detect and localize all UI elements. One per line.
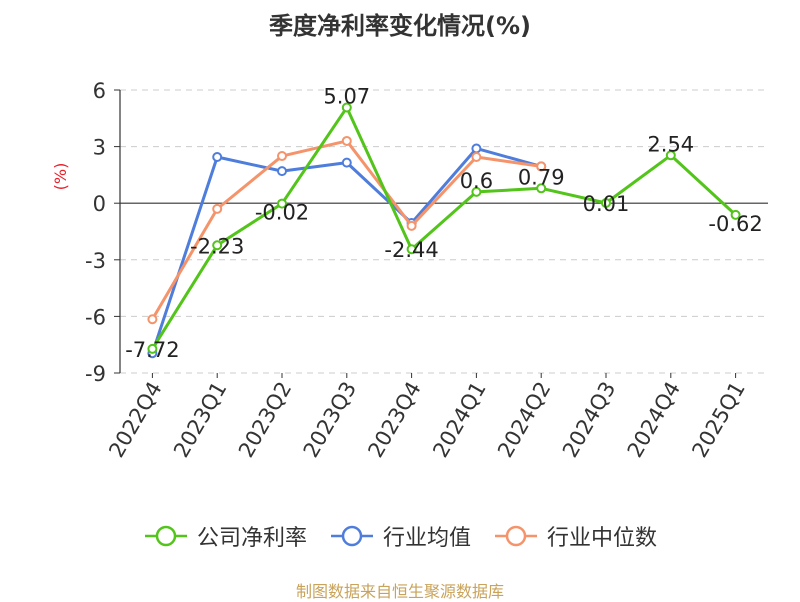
data-label: -0.02 xyxy=(255,201,309,225)
data-label: -2.44 xyxy=(384,238,438,262)
data-label: 0.79 xyxy=(518,165,565,189)
x-tick-label: 2023Q2 xyxy=(234,378,296,462)
y-tick-label: 3 xyxy=(93,136,106,160)
data-label: 2.54 xyxy=(647,132,694,156)
y-tick-label: 0 xyxy=(93,192,106,216)
x-tick-label: 2023Q1 xyxy=(169,378,231,462)
y-tick-label: -3 xyxy=(85,249,106,273)
x-tick-label: 2024Q2 xyxy=(493,378,555,462)
data-point xyxy=(406,244,417,255)
data-point xyxy=(471,143,482,154)
legend-swatch xyxy=(144,525,187,547)
y-tick-label: -9 xyxy=(85,362,106,386)
x-tick-label: 2025Q1 xyxy=(687,378,749,462)
data-point xyxy=(536,161,547,172)
data-point xyxy=(147,314,158,325)
legend-label: 公司净利率 xyxy=(196,526,307,551)
data-point xyxy=(341,157,352,168)
data-point xyxy=(212,151,223,162)
data-point xyxy=(665,150,676,161)
data-point xyxy=(471,151,482,162)
legend-item[interactable]: 行业均值 xyxy=(329,520,471,552)
data-point xyxy=(601,198,611,209)
x-tick-label: 2024Q1 xyxy=(428,378,490,462)
data-point xyxy=(730,209,741,220)
data-label: 0.01 xyxy=(583,192,630,216)
x-tick-label: 2023Q4 xyxy=(363,378,425,462)
data-label: 5.07 xyxy=(323,85,370,109)
series-line xyxy=(151,139,542,320)
x-tick-label: 2024Q4 xyxy=(623,378,685,462)
data-point xyxy=(147,343,158,354)
data-label: 0.6 xyxy=(460,169,493,193)
legend-label: 行业中位数 xyxy=(547,526,658,551)
x-tick-label: 2022Q4 xyxy=(104,378,166,462)
legend-swatch xyxy=(495,525,537,547)
series-line xyxy=(151,106,737,350)
legend-item[interactable]: 公司净利率 xyxy=(143,520,307,552)
data-point xyxy=(406,220,417,231)
legend-label: 行业均值 xyxy=(382,526,471,551)
source-note: 制图数据来自恒生聚源数据库 xyxy=(295,582,504,601)
legend-item[interactable]: 行业中位数 xyxy=(493,520,657,552)
y-tick-label: -6 xyxy=(85,305,106,329)
data-point xyxy=(471,186,482,197)
data-point xyxy=(341,135,352,146)
data-point xyxy=(212,240,223,251)
data-label: -2.23 xyxy=(190,234,244,258)
data-point xyxy=(277,166,287,177)
chart-title: 季度净利率变化情况(%) xyxy=(269,12,531,40)
data-label: -7.72 xyxy=(125,338,179,362)
y-axis-label: (%) xyxy=(51,163,70,191)
data-point xyxy=(277,198,287,209)
data-point xyxy=(212,203,223,214)
data-point xyxy=(277,151,287,162)
data-point xyxy=(341,102,352,113)
data-point xyxy=(536,183,547,194)
legend-swatch xyxy=(330,525,373,547)
x-tick-label: 2024Q3 xyxy=(558,378,620,462)
y-tick-label: 6 xyxy=(93,79,106,103)
data-label: -0.62 xyxy=(708,212,762,236)
chart-legend: 公司净利率 行业均值 行业中位数 xyxy=(0,520,800,552)
x-tick-label: 2023Q3 xyxy=(299,378,361,462)
